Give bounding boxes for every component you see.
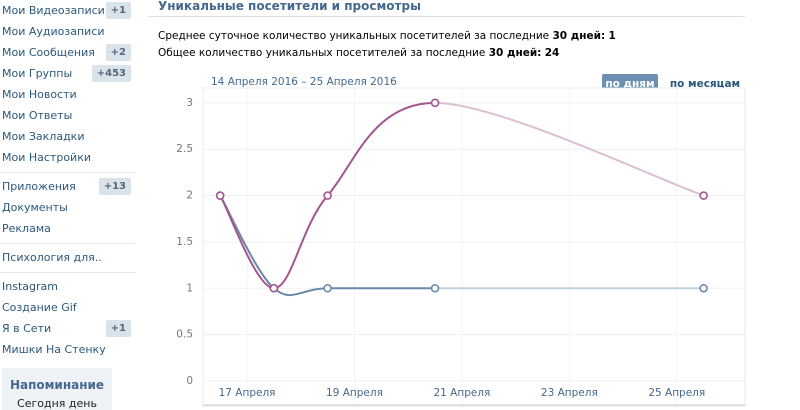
stat-period: 30 дней: — [552, 30, 606, 42]
toggle-label: по месяцам — [670, 78, 740, 90]
menu-item[interactable]: Психология для.. — [0, 247, 135, 268]
toggle-label: по дням — [605, 78, 654, 90]
menu-label: Instagram — [2, 280, 58, 293]
sidebar: Мои Видеозаписи +1 Мои Аудиозаписи Мои Сооб… — [0, 0, 135, 360]
page-title: Уникальные посетители и просмотры — [148, 0, 745, 17]
y-tick-label: 1.5 — [176, 236, 193, 248]
stats: Среднее суточное количество уникальных п… — [148, 28, 745, 62]
separator — [0, 272, 135, 273]
menu-label: Реклама — [2, 222, 51, 235]
point — [699, 283, 708, 293]
point — [699, 191, 708, 200]
chart-subtitle: 14 Апреля 2016 – 25 Апреля 2016 — [211, 76, 397, 88]
menu-item[interactable]: Мои Новости — [0, 84, 135, 105]
menu-item[interactable]: Мои Ответы — [0, 105, 135, 126]
point — [430, 98, 440, 108]
menu-label: Приложения — [2, 180, 76, 193]
point — [215, 191, 225, 200]
menu-item[interactable]: Мишки На Стенку — [0, 339, 135, 360]
menu-badge: +13 — [98, 178, 131, 195]
menu-item[interactable]: Мои Настройки — [0, 147, 135, 168]
separator — [0, 172, 135, 173]
stat-text: Среднее суточное количество уникальных п… — [158, 30, 550, 42]
menu-item[interactable]: Мои Группы +453 — [0, 63, 135, 84]
menu-item[interactable]: Я в Сети +1 — [0, 318, 135, 339]
point — [269, 283, 279, 293]
x-tick-label: 23 Апреля — [541, 387, 598, 399]
toggle-button[interactable]: по месяцам — [670, 78, 740, 90]
menu-label: Мои Видеозаписи — [2, 4, 105, 17]
point — [323, 283, 332, 293]
menu-label: Создание Gif — [2, 301, 77, 314]
menu-item[interactable]: Документы — [0, 197, 135, 218]
main-panel: Уникальные посетители и просмотры Средне… — [148, 0, 745, 62]
stat-value: 24 — [544, 47, 560, 59]
x-tick-label: 25 Апреля — [648, 387, 705, 399]
y-tick-label: 0.5 — [176, 329, 193, 341]
menu-label: Документы — [2, 201, 68, 214]
stat-text: Общее количество уникальных посетителей … — [158, 47, 486, 59]
menu-item[interactable]: Приложения +13 — [0, 176, 135, 197]
stat-line: Общее количество уникальных посетителей … — [148, 45, 745, 62]
menu-label: Мои Аудиозаписи — [2, 25, 105, 38]
menu-label: Я в Сети — [2, 322, 52, 335]
point — [323, 191, 332, 200]
point — [430, 283, 440, 293]
menu-badge: +1 — [105, 2, 131, 19]
stat-value: 1 — [608, 30, 616, 42]
stat-line: Среднее суточное количество уникальных п… — [148, 28, 745, 45]
menu-badge: +453 — [91, 65, 131, 82]
menu-item[interactable]: Instagram — [0, 276, 135, 297]
menu-item[interactable]: Мои Видеозаписи +1 — [0, 0, 135, 21]
menu-item[interactable]: Мои Аудиозаписи — [0, 21, 135, 42]
menu-label: Мои Закладки — [2, 130, 85, 143]
menu-badge: +1 — [105, 320, 131, 337]
series-line — [219, 101, 704, 290]
x-tick-label: 19 Апреля — [326, 387, 383, 399]
y-tick-label: 0 — [186, 375, 193, 387]
plot-area — [202, 87, 746, 407]
reminder-title: Напоминание — [9, 378, 105, 392]
stat-period: 30 дней: — [488, 47, 542, 59]
reminder: Напоминание Сегодня день — [2, 368, 112, 410]
separator — [0, 243, 135, 244]
y-tick-label: 2.5 — [176, 143, 193, 155]
menu-item[interactable]: Мои Закладки — [0, 126, 135, 147]
menu-item[interactable]: Реклама — [0, 218, 135, 239]
x-tick-label: 21 Апреля — [433, 387, 490, 399]
menu-badge: +2 — [105, 44, 131, 61]
menu-label: Мои Группы — [2, 67, 73, 80]
menu-label: Мои Настройки — [2, 151, 91, 164]
menu-label: Психология для.. — [2, 251, 102, 264]
menu-label: Мои Новости — [2, 88, 77, 101]
menu-label: Мишки На Стенку — [2, 343, 106, 356]
menu-label: Мои Сообщения — [2, 46, 95, 59]
menu-item[interactable]: Мои Сообщения +2 — [0, 42, 135, 63]
reminder-text: Сегодня день — [17, 397, 97, 410]
menu-label: Мои Ответы — [2, 109, 73, 122]
y-tick-label: 3 — [186, 97, 193, 109]
menu-item[interactable]: Создание Gif — [0, 297, 135, 318]
series-line — [219, 195, 704, 297]
x-tick-label: 17 Апреля — [219, 387, 276, 399]
y-tick-label: 2 — [186, 190, 193, 202]
y-tick-label: 1 — [186, 282, 193, 294]
